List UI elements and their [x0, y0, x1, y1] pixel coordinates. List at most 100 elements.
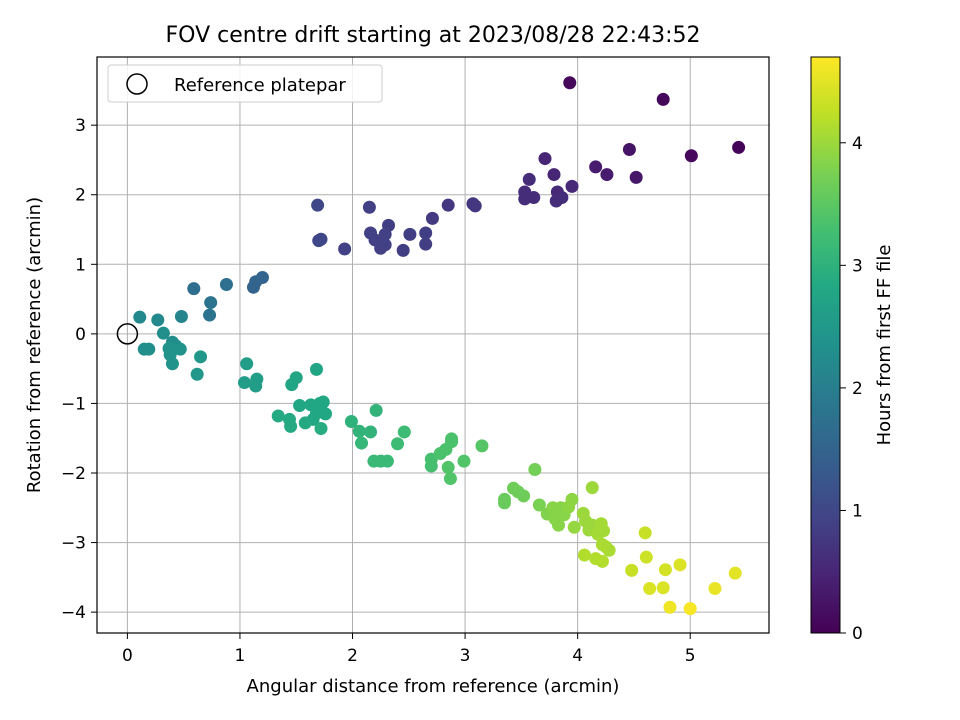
legend-box — [107, 64, 383, 103]
data-point — [475, 439, 489, 453]
colorbar-tick-label: 4 — [852, 134, 863, 154]
x-tick-label: 3 — [460, 646, 471, 666]
y-tick-label: −2 — [61, 464, 86, 484]
data-points — [133, 76, 746, 616]
data-point — [468, 199, 482, 213]
data-point — [237, 376, 251, 390]
data-point — [595, 554, 609, 568]
data-point — [684, 149, 698, 163]
data-point — [378, 227, 392, 241]
y-axis-ticks: −4 −3 −2 −1 0 1 2 3 — [61, 116, 97, 623]
data-point — [174, 309, 188, 323]
data-point — [165, 357, 179, 371]
data-point — [443, 472, 457, 486]
x-tick-label: 1 — [235, 646, 246, 666]
data-point — [355, 436, 369, 450]
data-point — [344, 415, 358, 429]
data-point — [441, 198, 455, 212]
data-point — [563, 76, 577, 90]
data-point — [173, 342, 187, 356]
data-point — [638, 526, 652, 540]
reference-marker-layer — [116, 323, 139, 345]
data-point — [369, 403, 383, 417]
data-point — [403, 227, 417, 241]
data-point — [663, 600, 677, 614]
data-point — [271, 409, 285, 423]
data-point — [246, 280, 260, 294]
data-point — [589, 160, 603, 174]
data-point — [732, 140, 746, 154]
data-point — [683, 602, 697, 616]
data-point — [156, 326, 170, 340]
colorbar-label: Hours from first FF file — [874, 245, 895, 446]
y-tick-label: −3 — [61, 534, 86, 554]
colorbar-tick-label: 3 — [852, 256, 863, 276]
colorbar-tick-label: 2 — [852, 379, 863, 399]
data-point — [314, 232, 328, 246]
data-point — [419, 226, 433, 240]
plot-frame — [96, 56, 770, 634]
data-point — [203, 308, 217, 322]
data-point — [629, 170, 643, 184]
x-axis-ticks: 0 1 2 3 4 5 — [122, 633, 696, 666]
data-point — [219, 277, 233, 291]
data-point — [285, 378, 299, 392]
data-point — [309, 362, 323, 376]
x-tick-label: 2 — [347, 646, 358, 666]
data-point — [555, 191, 569, 205]
data-point — [298, 416, 312, 430]
data-point — [396, 243, 410, 257]
data-point — [577, 548, 591, 562]
data-point — [728, 566, 742, 580]
data-point — [565, 179, 579, 193]
data-point — [425, 211, 439, 225]
y-tick-label: 2 — [75, 186, 86, 206]
data-point — [151, 313, 165, 327]
x-tick-label: 5 — [685, 646, 696, 666]
data-point — [314, 421, 328, 435]
data-point — [284, 419, 298, 433]
colorbar-tick-label: 0 — [852, 624, 863, 644]
legend-entry-label: Reference platepar — [174, 75, 346, 96]
data-point — [532, 498, 546, 512]
y-tick-label: 1 — [75, 255, 86, 275]
data-point — [380, 454, 394, 468]
data-point — [538, 152, 552, 166]
data-point — [658, 563, 672, 577]
data-point — [518, 192, 532, 206]
data-point — [204, 296, 218, 310]
data-point — [293, 399, 307, 413]
data-point — [597, 524, 611, 538]
data-point — [457, 454, 471, 468]
y-tick-label: 0 — [75, 325, 86, 345]
data-point — [397, 425, 411, 439]
data-point — [565, 492, 579, 506]
x-axis-label: Angular distance from reference (arcmin) — [247, 676, 620, 697]
data-point — [316, 395, 330, 409]
data-point — [424, 459, 438, 473]
data-point — [338, 242, 352, 256]
data-point — [352, 424, 366, 438]
y-tick-label: −1 — [61, 394, 86, 414]
data-point — [190, 367, 204, 381]
legend-reference-marker — [126, 73, 148, 95]
data-point — [187, 282, 201, 296]
data-point — [639, 550, 653, 564]
data-point — [567, 520, 581, 534]
data-point — [142, 342, 156, 356]
data-point — [552, 518, 566, 532]
data-point — [517, 489, 531, 503]
data-point — [133, 310, 147, 324]
data-point — [362, 200, 376, 214]
legend: Reference platepar — [107, 64, 383, 103]
data-point — [497, 496, 511, 510]
chart-title: FOV centre drift starting at 2023/08/28 … — [166, 23, 701, 48]
y-tick-label: 3 — [75, 116, 86, 136]
x-tick-label: 4 — [572, 646, 583, 666]
data-point — [240, 357, 254, 371]
data-point — [656, 92, 670, 106]
data-point — [528, 463, 542, 477]
data-point — [547, 168, 561, 182]
data-point — [364, 226, 378, 240]
